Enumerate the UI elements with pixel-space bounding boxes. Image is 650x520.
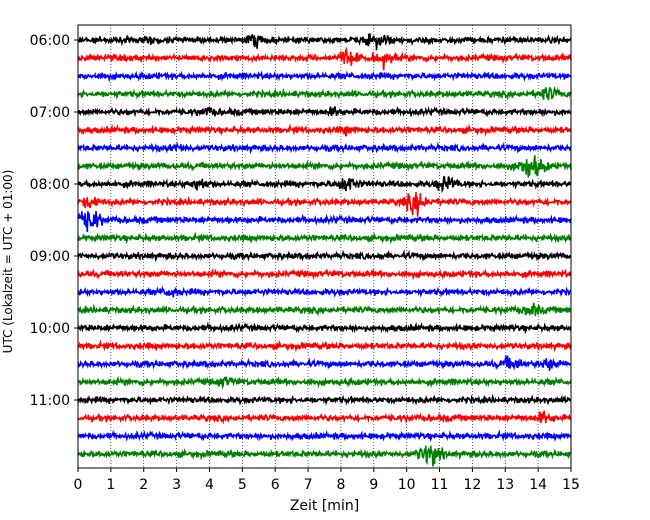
trace-0700 [77,105,572,118]
y-tick-label: 08:00 [30,177,70,193]
x-tick-label: 0 [74,477,83,493]
plot-frame [77,24,572,469]
trace-0930 [77,285,572,299]
y-tick-label: 11:00 [30,393,70,409]
trace-0915 [77,267,572,281]
y-tick-label: 06:00 [30,33,70,49]
trace-0830 [77,211,572,232]
trace-0630 [77,70,572,83]
trace-1045 [77,375,572,390]
x-tick-label: 2 [139,477,148,493]
trace-0715 [77,123,572,137]
trace-0800 [77,176,572,194]
x-tick-label: 5 [238,477,247,493]
trace-1000 [77,321,572,335]
x-tick-label: 4 [205,477,214,493]
x-tick-label: 10 [398,477,416,493]
x-tick-label: 11 [431,477,449,493]
trace-1100 [77,393,572,407]
trace-0645 [77,85,572,101]
trace-0945 [77,302,572,317]
seismic-traces [77,33,572,467]
y-axis-label: UTC (Lokalzeit = UTC + 01:00) [1,170,15,354]
y-tick-label: 09:00 [30,249,70,265]
trace-0845 [77,231,572,245]
vertical-gridlines [110,25,539,468]
trace-0900 [77,249,572,263]
trace-1030 [77,354,572,371]
trace-0600 [77,33,572,51]
y-tick-label: 10:00 [30,321,70,337]
trace-1145 [77,445,572,467]
x-tick-label: 12 [463,477,481,493]
x-tick-label: 15 [562,477,580,493]
x-axis-label: Zeit [min] [290,498,359,514]
x-tick-label: 8 [336,477,345,493]
x-tick-label: 9 [369,477,378,493]
y-tick-label: 07:00 [30,105,70,121]
x-tick-label: 13 [496,477,514,493]
trace-0615 [77,46,572,71]
y-axis-ticks: 06:00 07:00 08:00 09:00 10:00 11:00 [30,33,78,409]
x-tick-label: 3 [172,477,181,493]
x-tick-label: 7 [304,477,313,493]
trace-0730 [77,141,572,155]
x-tick-label: 14 [529,477,547,493]
trace-0815 [77,191,572,217]
x-tick-label: 1 [106,477,115,493]
x-axis-ticks: 0 1 2 3 4 5 6 7 8 9 10 11 12 13 14 15 [74,468,580,493]
x-tick-label: 6 [271,477,280,493]
trace-1130 [77,429,572,443]
trace-1015 [77,339,572,353]
trace-1115 [77,410,572,425]
trace-0745 [77,155,572,178]
